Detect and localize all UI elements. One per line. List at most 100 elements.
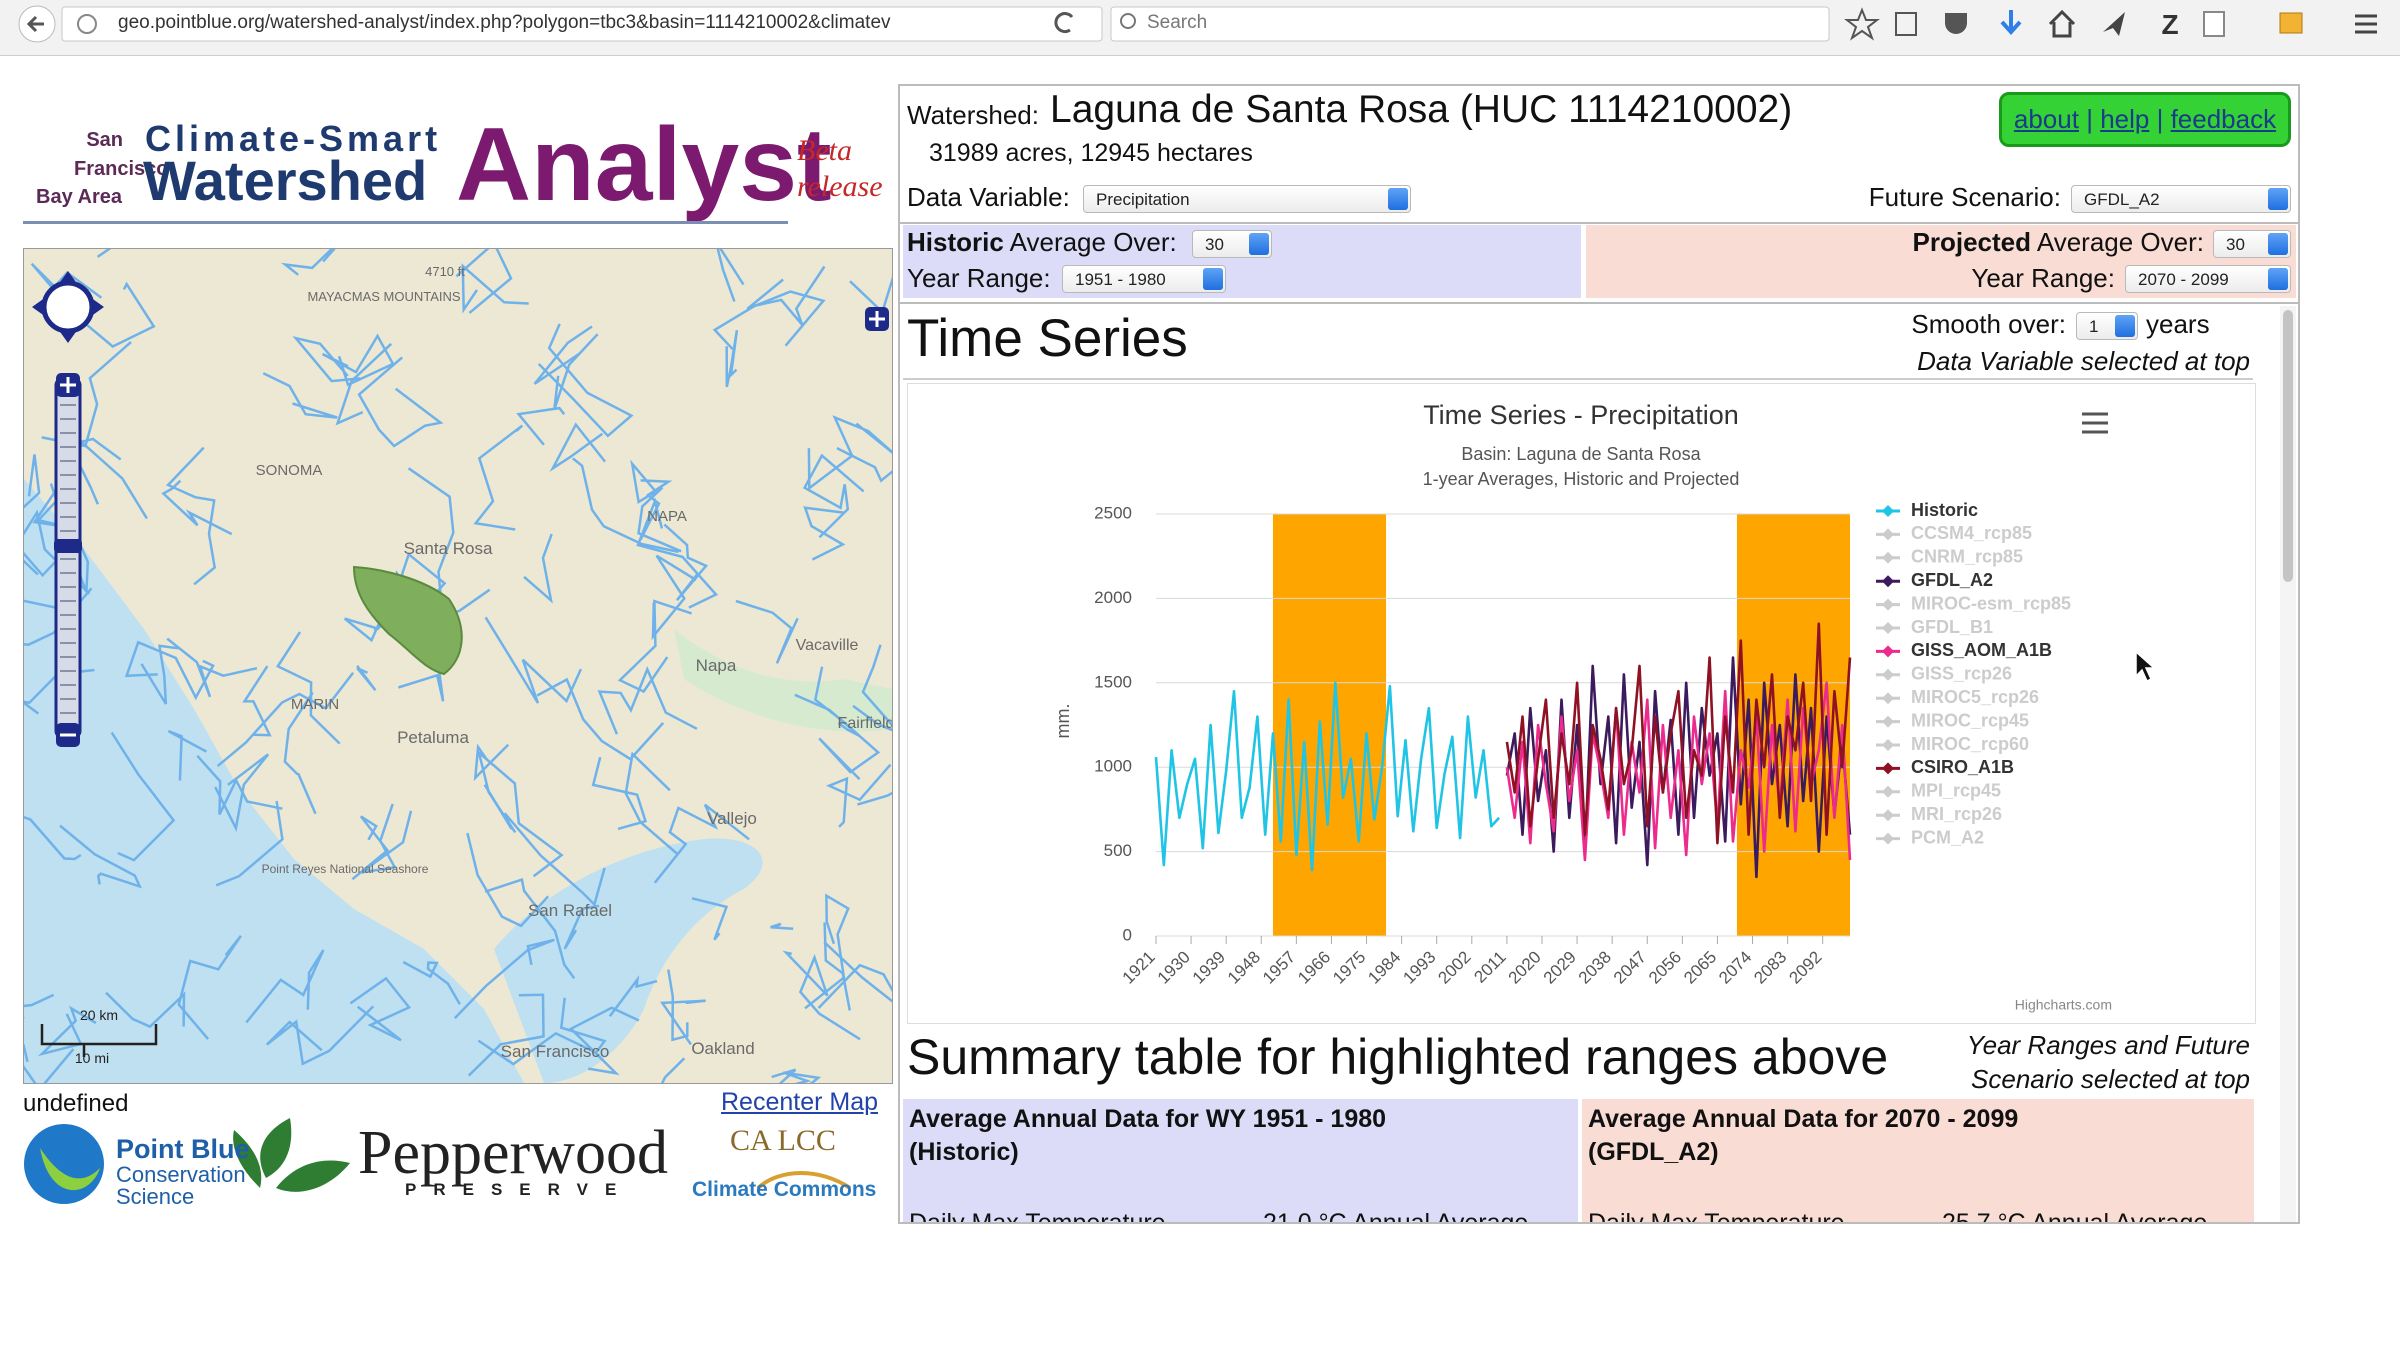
x-tick-label: 1957: [1259, 947, 1299, 987]
boundary-line: [265, 1005, 375, 1066]
legend-label[interactable]: Historic: [1911, 500, 1978, 520]
section-note: Data Variable selected at top: [1917, 346, 2250, 376]
select-value: Precipitation: [1096, 190, 1190, 209]
scale-bar: [40, 1024, 158, 1057]
x-tick-label: 1993: [1399, 947, 1439, 987]
chart-menu[interactable]: [2082, 412, 2108, 434]
legend-label[interactable]: GFDL_B1: [1911, 617, 1993, 637]
projected-avg-select[interactable]: 30: [2213, 230, 2291, 258]
y-axis-title: mm.: [1053, 704, 1073, 739]
legend-label[interactable]: MIROC_rcp45: [1911, 710, 2029, 730]
recenter-link[interactable]: Recenter Map: [721, 1088, 879, 1116]
boundary-line: [802, 453, 865, 539]
legend-label[interactable]: CNRM_rcp85: [1911, 547, 2023, 567]
legend-label[interactable]: MIROC-esm_rcp85: [1911, 593, 2071, 613]
historic-avg-select[interactable]: 30: [1192, 230, 1272, 258]
download-icon[interactable]: [2000, 10, 2022, 35]
zoom-slider[interactable]: [54, 539, 82, 553]
pepperwood-sub: PRESERVE: [405, 1180, 634, 1199]
legend-label[interactable]: MRI_rcp26: [1911, 804, 2002, 824]
row-label: Daily Max Temperature: [1588, 1209, 1845, 1222]
legend-label[interactable]: MPI_rcp45: [1911, 781, 2001, 801]
x-tick-label: 1939: [1189, 947, 1229, 987]
legend-label[interactable]: CSIRO_A1B: [1911, 757, 2014, 777]
scale-mi: 10 mi: [75, 1050, 109, 1066]
projected-bold: Projected: [1912, 227, 2032, 257]
legend-marker: [1882, 692, 1894, 705]
boundary-line: [59, 824, 142, 889]
legend-label[interactable]: PCM_A2: [1911, 827, 1984, 847]
map-pan-control[interactable]: [32, 271, 104, 343]
about-link[interactable]: about: [2013, 104, 2079, 134]
chart-credits[interactable]: Highcharts.com: [2015, 997, 2112, 1013]
chart: Time Series - Precipitation Basin: Lagun…: [907, 383, 2256, 1024]
pan-ring[interactable]: [41, 280, 95, 334]
scrollbar-thumb[interactable]: [2283, 310, 2293, 582]
pocket-icon[interactable]: [1945, 13, 1967, 34]
scale-km: 20 km: [80, 1007, 118, 1023]
link-separator: |: [2156, 104, 2164, 134]
legend-label[interactable]: GFDL_A2: [1911, 570, 1993, 590]
legend-label[interactable]: CCSM4_rcp85: [1911, 523, 2032, 543]
boundary-line: [24, 454, 82, 578]
boundary-line: [849, 272, 892, 315]
boundary-line: [533, 325, 593, 385]
send-icon[interactable]: [2103, 12, 2125, 36]
boundary-line: [484, 616, 583, 704]
historic-range-select[interactable]: 1951 - 1980: [1062, 265, 1226, 293]
legend-marker: [1882, 715, 1894, 728]
ext-icon[interactable]: [2279, 12, 2303, 34]
x-tick-label: 1975: [1329, 947, 1369, 987]
zotero-icon[interactable]: Z: [2161, 9, 2178, 40]
boundary-line: [591, 756, 648, 831]
reader-icon[interactable]: [1895, 12, 1917, 36]
data-variable-select[interactable]: Precipitation: [1083, 185, 1411, 213]
back-arrow: [26, 15, 44, 33]
boundary-line: [663, 523, 709, 602]
boundary-line: [712, 265, 826, 351]
help-link[interactable]: help: [2100, 104, 2150, 134]
boundary-line: [24, 993, 75, 1083]
boundary-line: [608, 975, 658, 1018]
browser-icons: Z: [18, 5, 2377, 43]
smooth-select[interactable]: 1: [2076, 312, 2138, 340]
chart-subtitle: 1-year Averages, Historic and Projected: [1423, 469, 1740, 489]
info-icon[interactable]: [77, 14, 97, 34]
bookmark-icon[interactable]: [1844, 7, 1880, 41]
url-box[interactable]: [61, 6, 1103, 42]
boundary-line: [283, 691, 317, 815]
legend-label[interactable]: GISS_rcp26: [1911, 664, 2012, 684]
boundary-line: [24, 1016, 29, 1063]
legend-label[interactable]: MIROC5_rcp26: [1911, 687, 2039, 707]
map[interactable]: 20 km 10 mi 4710 ft MAYACMAS MOUNTAINS SON…: [23, 248, 893, 1084]
page-icon[interactable]: [2203, 11, 2225, 37]
search-placeholder: Search: [1147, 12, 1208, 33]
boundary-line: [537, 323, 634, 438]
selected-watershed[interactable]: [352, 565, 463, 676]
feedback-link[interactable]: feedback: [2170, 104, 2277, 134]
home-icon[interactable]: [2048, 9, 2076, 38]
menu-icon[interactable]: [2355, 14, 2377, 34]
pepperwood-name: Pepperwood: [358, 1119, 668, 1187]
info-panel: [898, 84, 2300, 1224]
legend-label[interactable]: GISS_AOM_A1B: [1911, 640, 2052, 660]
map-label: Point Reyes National Seashore: [262, 862, 429, 876]
pepperwood-leaves: [233, 1118, 350, 1192]
future-select[interactable]: GFDL_A2: [2071, 185, 2291, 213]
y-tick-label: 2000: [1094, 588, 1132, 607]
projected-range-select[interactable]: 2070 - 2099: [2125, 265, 2291, 293]
x-tick-label: 1948: [1224, 947, 1264, 987]
boundary-line: [196, 754, 283, 815]
reload-button[interactable]: [1054, 12, 1074, 34]
select-value: 30: [1205, 235, 1224, 254]
region-text: San: [86, 129, 123, 151]
legend-marker: [1882, 785, 1894, 798]
series-line: [1154, 681, 1501, 872]
x-tick-label: 2065: [1680, 947, 1720, 987]
historic-label: Historic Average Over:: [907, 227, 1177, 258]
search-box[interactable]: [1110, 6, 1830, 42]
legend-label[interactable]: MIROC_rcp60: [1911, 734, 2029, 754]
boundary-line: [572, 457, 679, 554]
legend-marker: [1882, 739, 1894, 751]
